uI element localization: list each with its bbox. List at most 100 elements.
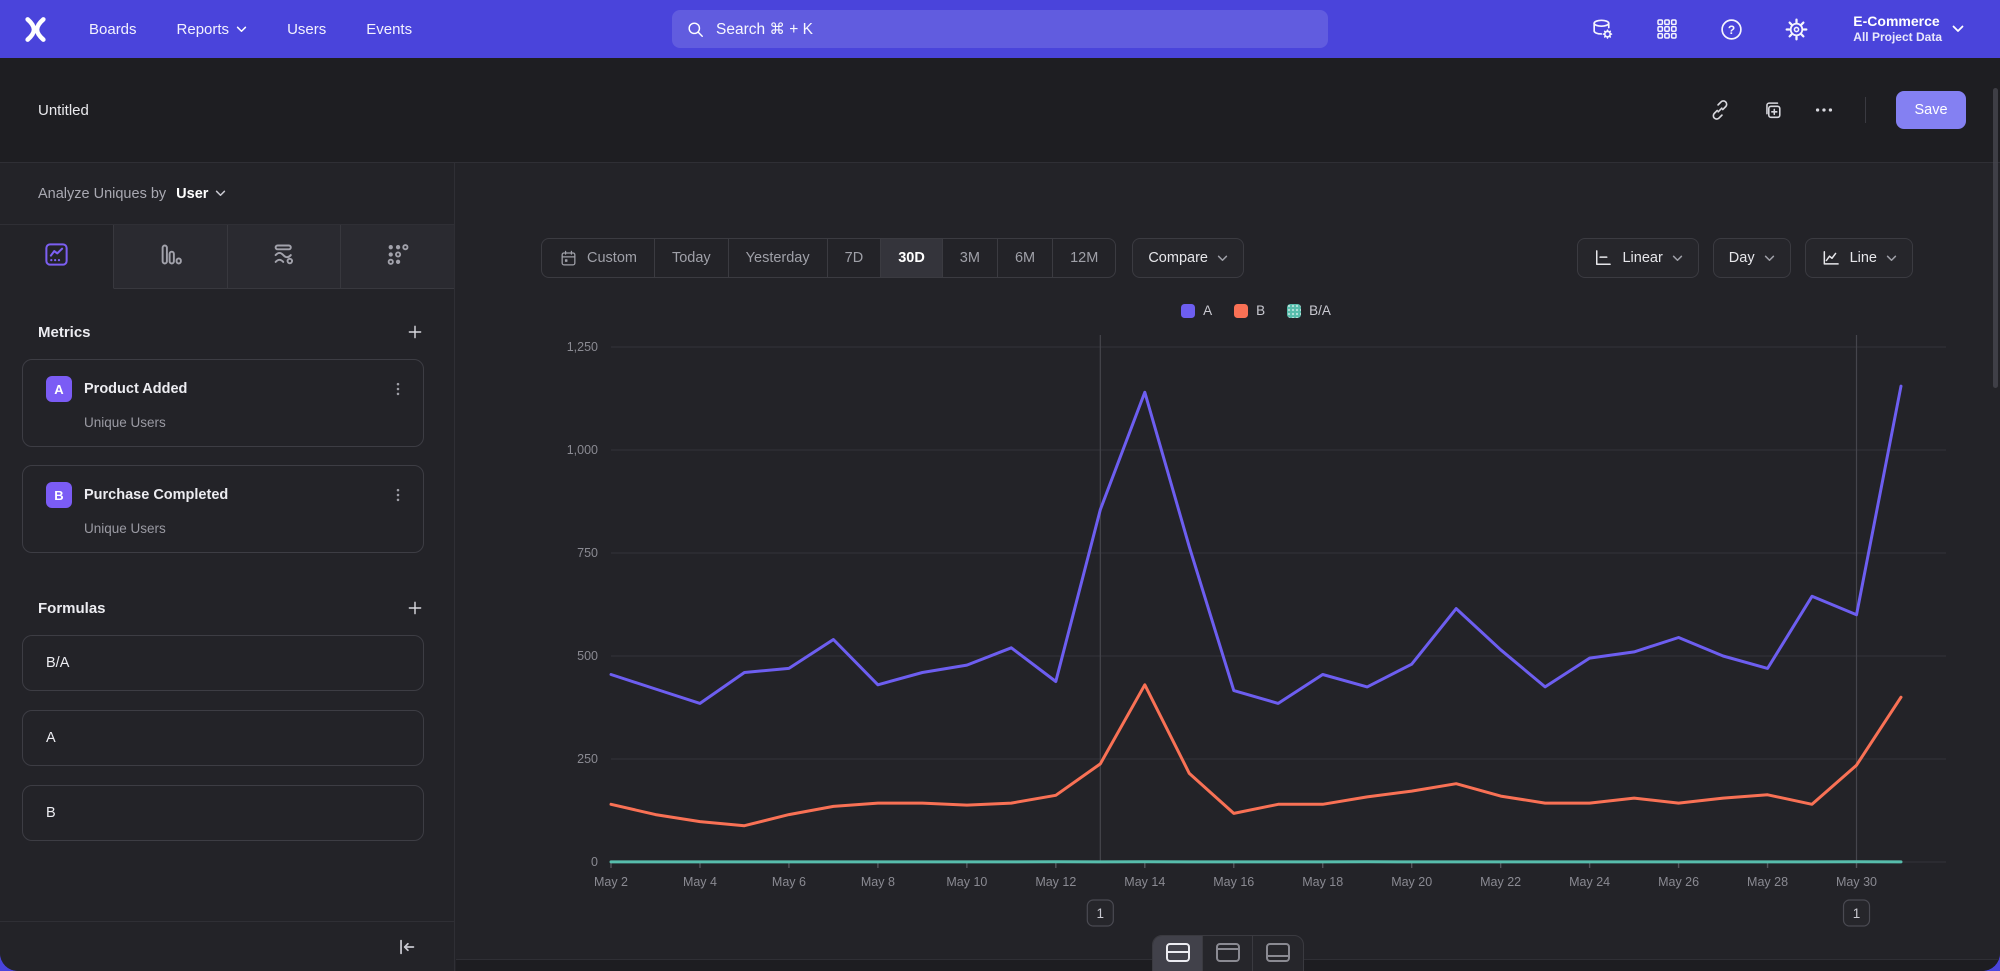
legend-item-b-a[interactable]: B/A <box>1287 303 1331 318</box>
date-range-12m[interactable]: 12M <box>1070 250 1099 266</box>
chevron-down-icon <box>1764 255 1775 262</box>
chevron-down-icon <box>1952 25 1964 33</box>
chart-panel: Custom Today Yesterday 7D 30D 3M 6M 12M Compare <box>456 163 2000 971</box>
metric-card[interactable]: A Product Added Unique Users <box>22 359 424 447</box>
nav-right: ? E-Commerce All Project Data <box>1590 0 1964 58</box>
formula-card[interactable]: A <box>22 710 424 766</box>
x-axis-label: May 2 <box>594 875 628 889</box>
search-input[interactable]: Search ⌘ + K <box>672 10 1328 48</box>
date-range-30d[interactable]: 30D <box>881 239 943 277</box>
x-axis-label: May 4 <box>683 875 717 889</box>
tab-distribution[interactable] <box>341 225 454 289</box>
date-range-6m[interactable]: 6M <box>998 239 1054 277</box>
flows-tab-icon <box>270 241 297 273</box>
settings-gear-icon[interactable] <box>1784 17 1809 42</box>
metric-options-icon[interactable] <box>389 380 407 398</box>
metric-name: Product Added <box>84 381 188 397</box>
series-line-a <box>609 384 1903 705</box>
project-name: E-Commerce <box>1853 12 1940 29</box>
help-icon[interactable]: ? <box>1719 17 1744 42</box>
formulas-header: Formulas <box>0 571 454 635</box>
duplicate-icon[interactable] <box>1761 99 1783 121</box>
metrics-title: Metrics <box>38 323 91 341</box>
metric-measurement[interactable]: Unique Users <box>84 415 166 430</box>
formula-card[interactable]: B/A <box>22 635 424 691</box>
annotation-badge[interactable] <box>1842 899 1871 927</box>
compare-dropdown[interactable]: Compare <box>1132 238 1244 278</box>
mixpanel-logo-icon[interactable] <box>22 16 49 43</box>
date-range-custom[interactable]: Custom <box>542 239 655 277</box>
nav-item-users[interactable]: Users <box>287 20 327 38</box>
line-chart[interactable]: 0 250 500 750 1,000 1,250 May 2 May 4 May 6 May 8… <box>456 163 2000 971</box>
chevron-down-icon <box>1672 255 1683 262</box>
x-axis-label: May 30 <box>1836 875 1877 889</box>
view-chart-only-button[interactable] <box>1253 936 1303 971</box>
interval-dropdown[interactable]: Day <box>1712 238 1791 278</box>
date-range-7d[interactable]: 7D <box>828 239 882 277</box>
scale-dropdown[interactable]: Linear <box>1577 238 1699 278</box>
tab-flows[interactable] <box>227 225 342 289</box>
svg-text:?: ? <box>1728 22 1735 36</box>
nav-item-boards[interactable]: Boards <box>89 20 137 38</box>
dots-grid-tab-icon <box>384 241 411 273</box>
report-title[interactable]: Untitled <box>38 101 89 119</box>
x-axis-label: May 14 <box>1124 875 1165 889</box>
chart-type-tabs <box>0 225 454 289</box>
view-split-button[interactable] <box>1153 936 1203 971</box>
x-axis-label: May 28 <box>1747 875 1788 889</box>
chart-type-dropdown[interactable]: Line <box>1804 238 1913 278</box>
data-management-icon[interactable] <box>1590 17 1615 42</box>
x-axis-label: May 12 <box>1035 875 1076 889</box>
nav-menu: Boards Reports Users Events <box>89 21 412 38</box>
copy-link-icon[interactable] <box>1709 99 1731 121</box>
legend-item-b[interactable]: B <box>1234 303 1265 318</box>
x-axis-label: May 20 <box>1391 875 1432 889</box>
formula-card[interactable]: B <box>22 785 424 841</box>
tab-bar-chart[interactable] <box>113 225 228 289</box>
more-options-icon[interactable] <box>1813 99 1835 121</box>
series-line-b <box>609 683 1903 828</box>
x-axis-label: May 22 <box>1480 875 1521 889</box>
bar-chart-tab-icon <box>157 241 184 273</box>
add-metric-button[interactable] <box>406 323 424 341</box>
metric-measurement[interactable]: Unique Users <box>84 521 166 536</box>
line-chart-tab-icon <box>43 241 70 273</box>
metric-options-icon[interactable] <box>389 486 407 504</box>
analyze-row: Analyze Uniques by User <box>0 163 454 225</box>
legend-label: A <box>1203 303 1213 318</box>
chevron-down-icon <box>236 26 247 32</box>
project-selector[interactable]: E-Commerce All Project Data <box>1853 13 1964 46</box>
save-button[interactable]: Save <box>1896 91 1966 129</box>
date-range-today[interactable]: Today <box>655 239 729 277</box>
x-axis-label: May 24 <box>1569 875 1610 889</box>
project-scope: All Project Data <box>1853 30 1942 45</box>
view-table-top-button[interactable] <box>1203 936 1253 971</box>
annotation-count: 1 <box>1853 906 1861 921</box>
formulas-list: B/A A B <box>0 635 454 841</box>
chart-controls: Custom Today Yesterday 7D 30D 3M 6M 12M Compare <box>541 238 1913 278</box>
tab-insights-line[interactable] <box>0 225 114 289</box>
x-axis-label: May 18 <box>1302 875 1343 889</box>
date-range-yesterday[interactable]: Yesterday <box>729 239 828 277</box>
annotation-badge[interactable] <box>1086 899 1114 927</box>
nav-item-events[interactable]: Events <box>366 20 413 38</box>
x-axis-label: May 6 <box>772 875 806 889</box>
analyze-by-dropdown[interactable]: User <box>176 186 226 202</box>
report-header: Untitled <box>0 58 2000 163</box>
collapse-sidebar-icon[interactable] <box>396 936 418 958</box>
legend-item-a[interactable]: A <box>1181 303 1212 318</box>
search-icon <box>686 20 705 39</box>
scrollbar-thumb[interactable] <box>1993 88 1998 388</box>
metric-card[interactable]: B Purchase Completed Unique Users <box>22 465 424 553</box>
divider <box>1865 97 1866 123</box>
apps-grid-icon[interactable] <box>1655 17 1679 41</box>
add-formula-button[interactable] <box>406 599 424 617</box>
date-range-3m[interactable]: 3M <box>943 239 998 277</box>
nav-item-reports[interactable]: Reports <box>177 21 248 38</box>
y-axis-label: 0 <box>591 855 598 869</box>
legend-swatch <box>1181 303 1196 318</box>
sidebar-footer <box>0 921 454 971</box>
table-top-view-icon <box>1215 943 1240 962</box>
query-sidebar: Analyze Uniques by User <box>0 163 455 971</box>
